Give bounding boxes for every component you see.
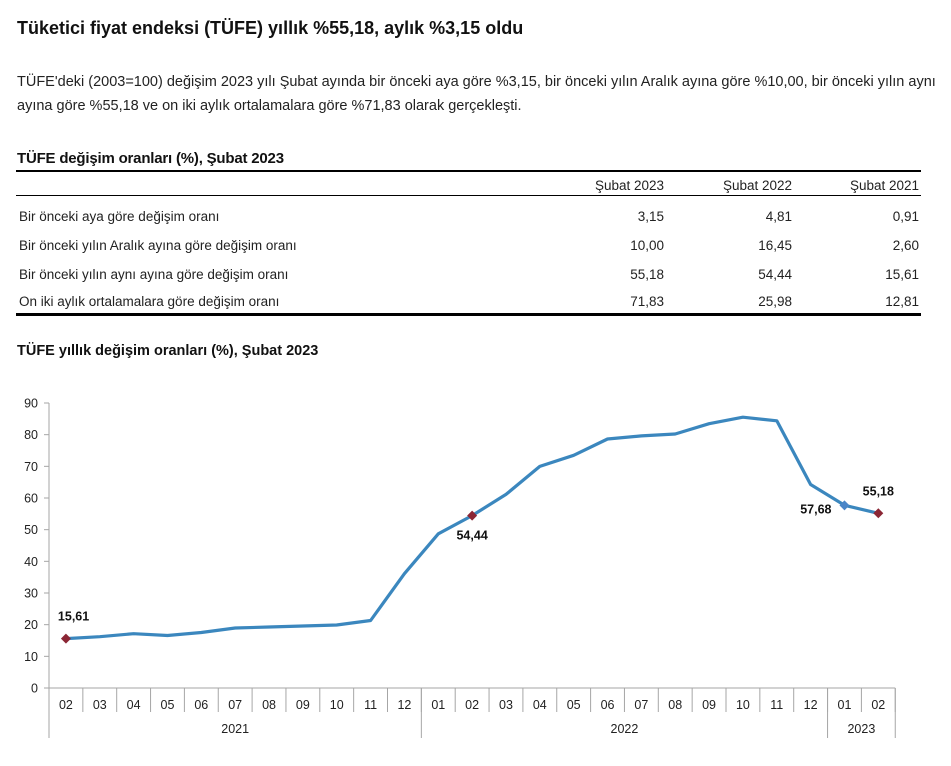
cell-value: 12,81 [885,293,919,309]
x-tick-label: 05 [161,698,175,712]
x-tick-label: 05 [567,698,581,712]
x-tick-label: 04 [533,698,547,712]
y-tick-label: 50 [24,523,38,537]
y-tick-label: 60 [24,492,38,506]
cell-value: 10,00 [630,238,664,253]
cell-value: 3,15 [637,209,664,224]
x-tick-label: 11 [364,698,377,712]
x-tick-label: 12 [397,698,411,712]
x-tick-label: 04 [127,698,141,712]
row-label: Bir önceki aya göre değişim oranı [19,209,220,224]
y-tick-label: 10 [24,650,38,664]
cell-value: 16,45 [758,238,792,253]
data-label: 57,68 [800,502,831,516]
table-row: Bir önceki yılın aynı ayına göre değişim… [16,260,921,289]
table-header-row: Şubat 2023 Şubat 2022 Şubat 2021 [16,171,921,196]
cell-value: 54,44 [758,267,792,282]
table-header-feb-2023: Şubat 2023 [594,177,664,193]
x-tick-label: 09 [702,698,716,712]
table-row: Bir önceki yılın Aralık ayına göre değiş… [16,231,921,260]
cell-value: 71,83 [630,293,664,309]
summary-paragraph: TÜFE'deki (2003=100) değişim 2023 yılı Ş… [17,74,936,114]
chart-title: TÜFE yıllık değişim oranları (%), Şubat … [17,343,319,359]
x-tick-label: 01 [431,698,445,712]
table-header-label [16,171,476,196]
x-tick-label: 07 [228,698,242,712]
y-tick-label: 20 [24,618,38,632]
table-row: Bir önceki aya göre değişim oranı 3,15 4… [16,196,921,232]
cell-value: 55,18 [630,267,664,282]
x-tick-label: 10 [330,698,344,712]
x-year-label: 2023 [847,722,875,736]
y-tick-label: 40 [24,555,38,569]
x-year-label: 2021 [221,722,249,736]
x-tick-label: 08 [668,698,682,712]
cell-value: 4,81 [765,209,792,224]
x-tick-label: 10 [736,698,750,712]
x-tick-label: 09 [296,698,310,712]
x-tick-label: 02 [871,698,885,712]
x-tick-label: 07 [634,698,648,712]
row-label: Bir önceki yılın Aralık ayına göre değiş… [19,238,297,253]
x-tick-label: 02 [465,698,479,712]
cell-value: 15,61 [885,267,919,282]
data-point-marker [60,633,71,644]
x-tick-label: 01 [838,698,852,712]
cell-value: 2,60 [892,238,919,253]
table-row: On iki aylık ortalamalara göre değişim o… [16,289,921,315]
x-tick-label: 11 [770,698,783,712]
data-label: 55,18 [863,484,894,498]
headline: Tüketici fiyat endeksi (TÜFE) yıllık %55… [17,18,524,38]
rates-table: Şubat 2023 Şubat 2022 Şubat 2021 Bir önc… [16,170,921,316]
data-point-marker [839,500,850,511]
y-tick-label: 0 [31,682,38,696]
x-tick-label: 08 [262,698,276,712]
x-tick-label: 03 [499,698,513,712]
x-tick-label: 06 [194,698,208,712]
x-tick-label: 03 [93,698,107,712]
data-point-marker [467,510,478,521]
data-label: 54,44 [456,529,487,543]
data-point-marker [873,508,884,519]
y-tick-label: 90 [24,397,38,411]
row-label: On iki aylık ortalamalara göre değişim o… [19,293,280,309]
y-tick-label: 80 [24,428,38,442]
y-tick-label: 30 [24,587,38,601]
x-tick-label: 02 [59,698,73,712]
x-year-label: 2022 [611,722,639,736]
cell-value: 25,98 [758,293,792,309]
y-tick-label: 70 [24,460,38,474]
data-label: 15,61 [58,610,89,624]
table-header-feb-2021: Şubat 2021 [849,177,919,193]
x-tick-label: 06 [601,698,615,712]
row-label: Bir önceki yılın aynı ayına göre değişim… [19,267,289,282]
cell-value: 0,91 [892,209,919,224]
table-title: TÜFE değişim oranları (%), Şubat 2023 [17,150,284,167]
table-header-feb-2022: Şubat 2022 [722,177,792,193]
x-tick-label: 12 [804,698,818,712]
